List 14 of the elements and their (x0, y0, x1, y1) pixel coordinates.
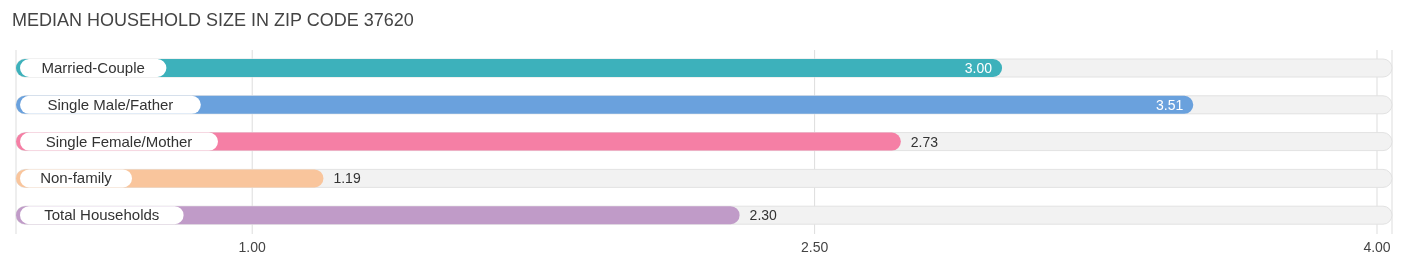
data-label: 2.73 (910, 133, 939, 150)
y-tick-label: Non-family (40, 169, 113, 187)
data-label: 1.19 (333, 170, 361, 187)
chart-title: MEDIAN HOUSEHOLD SIZE IN ZIP CODE 37620 (12, 10, 414, 31)
data-label: 3.00 (964, 60, 993, 76)
data-label: 2.30 (749, 207, 778, 224)
x-tick-label: 4.00 (1363, 238, 1391, 255)
y-tick-label: Single Female/Mother (45, 132, 193, 150)
y-tick-label: Single Male/Father (47, 95, 174, 113)
y-tick-label: Married-Couple (41, 59, 145, 76)
y-tick-label: Total Households (44, 206, 160, 224)
x-tick-label: 2.50 (800, 238, 829, 255)
data-label: 3.51 (1156, 96, 1184, 113)
x-tick-label: 1.00 (238, 238, 267, 255)
